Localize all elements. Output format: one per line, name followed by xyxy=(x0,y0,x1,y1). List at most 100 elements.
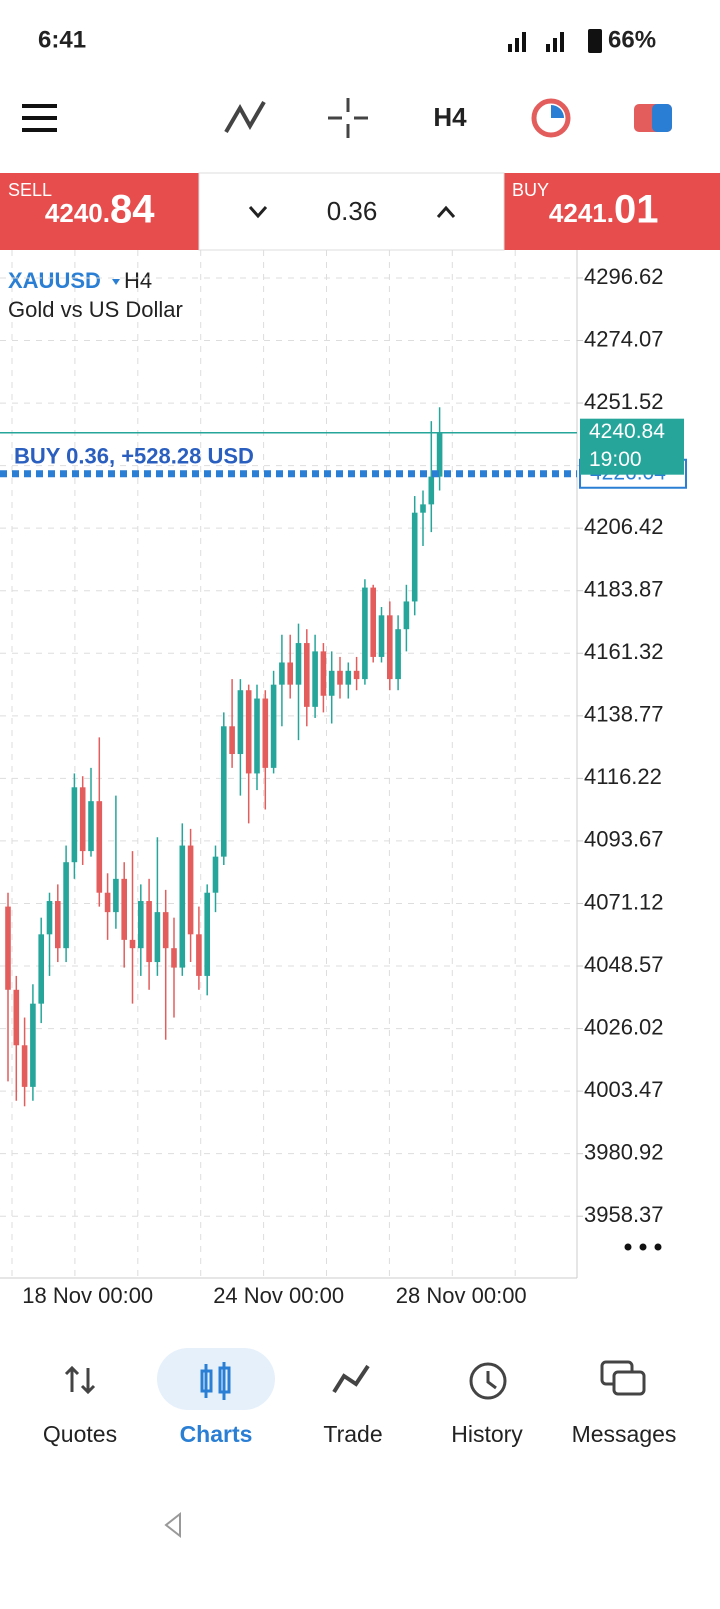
nav-item[interactable]: History xyxy=(451,1421,523,1447)
trade-icon-part xyxy=(652,104,672,132)
candle-body xyxy=(320,651,327,696)
candle-body xyxy=(30,1003,36,1087)
sell-price-big: 84 xyxy=(110,188,155,232)
candle-body xyxy=(171,948,177,968)
candle-body xyxy=(196,934,202,976)
candle-body xyxy=(304,643,310,707)
nav-item[interactable]: Messages xyxy=(572,1421,677,1447)
indicators-button[interactable] xyxy=(224,100,266,134)
candle-body xyxy=(362,587,368,680)
objects-button[interactable] xyxy=(531,98,571,138)
current-price-box xyxy=(580,418,684,475)
nav-item[interactable]: Quotes xyxy=(43,1421,117,1447)
buy-price-small: 4241. xyxy=(549,198,614,228)
nav-item[interactable]: Trade xyxy=(323,1421,382,1447)
candle-body xyxy=(187,845,194,935)
candle-body xyxy=(138,901,144,949)
candle-body xyxy=(63,862,69,949)
candle-body xyxy=(71,787,78,863)
sell-label: SELL xyxy=(8,180,52,200)
y-tick-label: 4161.32 xyxy=(584,639,664,664)
symbol[interactable]: XAUUSD xyxy=(8,268,101,293)
messages-icon-back xyxy=(612,1370,646,1396)
nav-item[interactable]: Charts xyxy=(180,1421,253,1447)
y-tick-label: 4026.02 xyxy=(584,1014,664,1039)
y-tick-label: 4251.52 xyxy=(584,389,664,414)
y-tick-label: 4048.57 xyxy=(584,952,664,977)
candle-body xyxy=(154,912,161,963)
y-tick-label: 3980.92 xyxy=(584,1139,664,1164)
x-tick-label: 24 Nov 00:00 xyxy=(213,1283,344,1308)
symbol-description: Gold vs US Dollar xyxy=(8,297,183,322)
trade-icon xyxy=(332,1364,370,1394)
candle-body xyxy=(212,856,219,893)
signal-icon xyxy=(508,32,564,52)
candle-body xyxy=(287,662,293,685)
y-tick-label: 4206.42 xyxy=(584,514,664,539)
candle-body xyxy=(353,670,360,680)
x-tick-label: 28 Nov 00:00 xyxy=(396,1283,527,1308)
candle-body xyxy=(420,504,426,513)
volume-down[interactable] xyxy=(248,206,268,219)
battery-icon xyxy=(588,29,602,53)
history-hands xyxy=(486,1371,497,1390)
candle-body xyxy=(436,432,443,477)
history-icon xyxy=(469,1362,507,1400)
sell-button[interactable] xyxy=(0,173,199,250)
crosshair-button[interactable] xyxy=(328,98,368,138)
timeframe-button[interactable]: H4 xyxy=(433,102,467,132)
buy-button[interactable] xyxy=(504,173,720,250)
candle-body xyxy=(337,670,343,685)
candle-body xyxy=(55,901,61,949)
candle-body xyxy=(345,670,352,685)
candle-body xyxy=(378,615,385,657)
candle-body xyxy=(179,845,186,968)
system-back[interactable] xyxy=(164,1511,181,1539)
y-tick-label: 4003.47 xyxy=(584,1077,664,1102)
candle-body xyxy=(113,878,119,913)
candle-body xyxy=(79,787,86,852)
position-label: BUY 0.36, +528.28 USD xyxy=(14,444,254,469)
symbol-dropdown xyxy=(112,279,120,285)
candle-body xyxy=(279,662,285,685)
candle-body xyxy=(295,643,302,685)
charts-icon xyxy=(200,1362,231,1400)
candle-body xyxy=(204,892,210,976)
volume[interactable]: 0.36 xyxy=(327,196,378,226)
candle-body xyxy=(21,1045,28,1087)
menu-button[interactable] xyxy=(22,104,57,132)
chart-timeframe: H4 xyxy=(124,268,152,293)
candle-body xyxy=(88,801,94,852)
candle-body xyxy=(221,726,227,857)
candle-body xyxy=(162,912,169,949)
candle-body xyxy=(328,670,335,696)
buy-label: BUY xyxy=(512,180,549,200)
y-tick-label: 4274.07 xyxy=(584,326,664,351)
candle-body xyxy=(312,651,318,707)
x-tick-label: 18 Nov 00:00 xyxy=(22,1283,153,1308)
candle-timer: 19:00 xyxy=(589,448,642,471)
candle-body xyxy=(245,690,252,774)
candle-body xyxy=(270,684,277,768)
vertical-grid xyxy=(11,250,516,1278)
y-tick-label: 4093.67 xyxy=(584,827,664,852)
candle-body xyxy=(254,698,260,774)
candle-body xyxy=(370,587,376,657)
candle-body xyxy=(411,512,418,602)
candle-body xyxy=(13,989,20,1046)
candle-body xyxy=(5,906,11,990)
more-button[interactable] xyxy=(624,1243,662,1251)
y-tick-label: 4296.62 xyxy=(584,264,664,289)
candle-body xyxy=(403,601,410,630)
candle-body xyxy=(262,698,269,768)
candle-body xyxy=(38,934,44,1004)
candle-body xyxy=(146,901,152,963)
candle-body xyxy=(387,615,393,680)
candle-body xyxy=(104,892,111,913)
y-tick-label: 4116.22 xyxy=(584,764,662,789)
current-price: 4240.84 xyxy=(589,420,665,443)
battery: 66% xyxy=(608,26,656,53)
volume-up[interactable] xyxy=(436,205,456,218)
